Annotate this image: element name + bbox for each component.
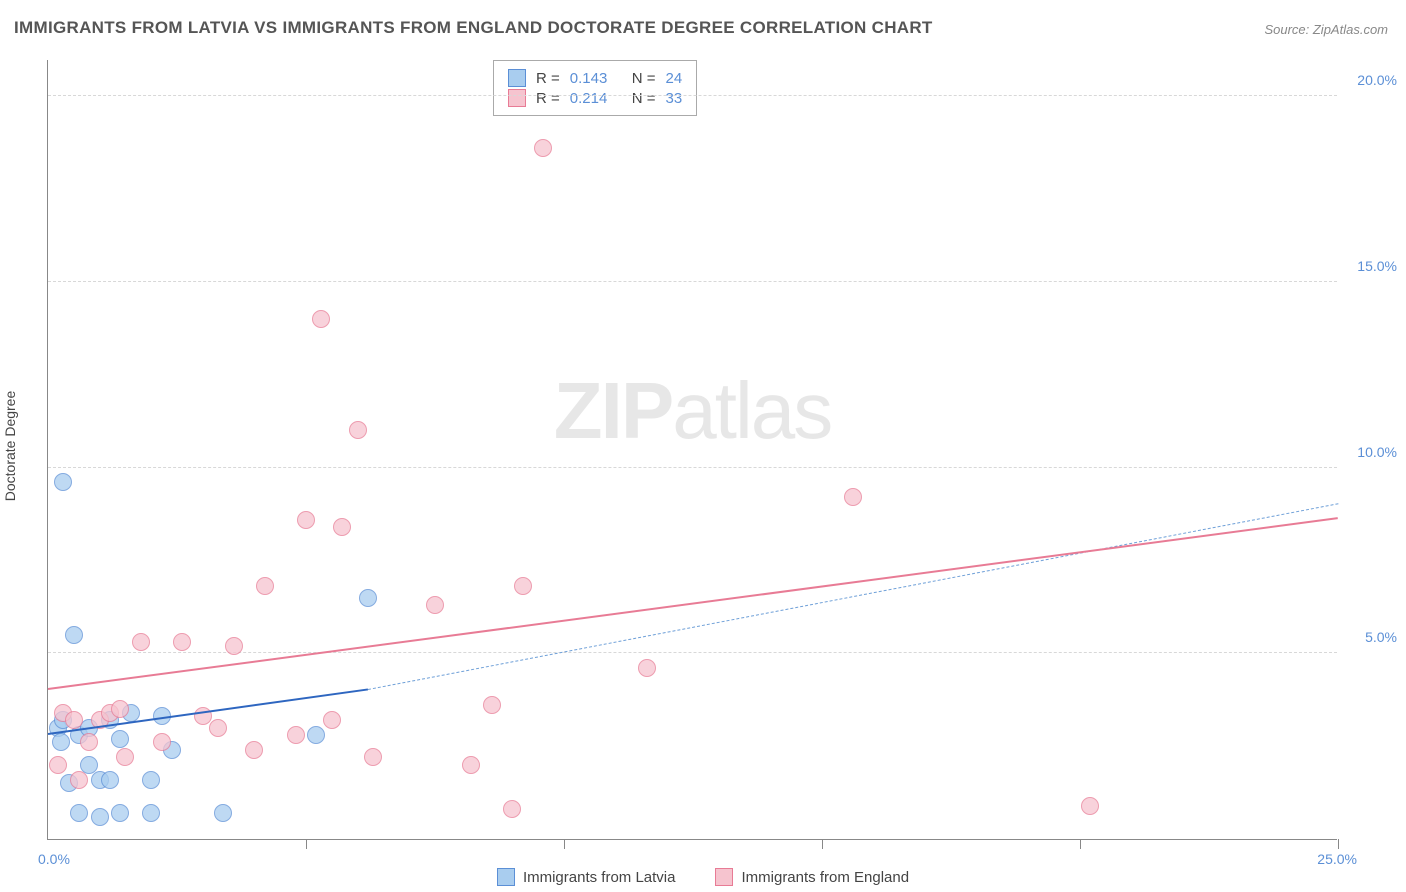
point-latvia xyxy=(142,804,160,822)
y-tick-label: 10.0% xyxy=(1342,444,1397,460)
point-england xyxy=(426,596,444,614)
x-end-label: 25.0% xyxy=(1317,851,1357,867)
r-value-england: 0.214 xyxy=(570,90,616,107)
source-label: Source: ZipAtlas.com xyxy=(1264,22,1388,37)
gridline xyxy=(48,467,1337,468)
point-england xyxy=(638,659,656,677)
point-england xyxy=(209,719,227,737)
point-england xyxy=(312,310,330,328)
x-tick xyxy=(1338,839,1339,849)
point-england xyxy=(1081,797,1099,815)
x-tick xyxy=(564,839,565,849)
point-england xyxy=(534,139,552,157)
series-legend: Immigrants from Latvia Immigrants from E… xyxy=(0,868,1406,886)
legend-label-latvia: Immigrants from Latvia xyxy=(523,869,676,886)
point-england xyxy=(65,711,83,729)
watermark: ZIPatlas xyxy=(554,365,831,457)
point-latvia xyxy=(111,804,129,822)
n-value-latvia: 24 xyxy=(666,70,683,87)
legend-row-latvia: R = 0.143 N = 24 xyxy=(508,69,682,87)
point-latvia xyxy=(307,726,325,744)
plot-area: ZIPatlas R = 0.143 N = 24 R = 0.214 N = … xyxy=(47,60,1337,840)
point-latvia xyxy=(142,771,160,789)
gridline xyxy=(48,95,1337,96)
point-latvia xyxy=(111,730,129,748)
x-start-label: 0.0% xyxy=(38,851,70,867)
r-label: R = xyxy=(536,90,560,107)
r-label: R = xyxy=(536,70,560,87)
point-england xyxy=(503,800,521,818)
watermark-bold: ZIP xyxy=(554,366,672,455)
point-england xyxy=(323,711,341,729)
point-latvia xyxy=(54,473,72,491)
point-england xyxy=(297,511,315,529)
swatch-england xyxy=(508,89,526,107)
point-latvia xyxy=(91,808,109,826)
chart-title: IMMIGRANTS FROM LATVIA VS IMMIGRANTS FRO… xyxy=(14,18,933,38)
point-england xyxy=(349,421,367,439)
n-value-england: 33 xyxy=(666,90,683,107)
swatch-latvia-icon xyxy=(497,868,515,886)
point-england xyxy=(245,741,263,759)
legend-item-latvia: Immigrants from Latvia xyxy=(497,868,676,886)
point-england xyxy=(225,637,243,655)
point-latvia xyxy=(52,733,70,751)
gridline xyxy=(48,281,1337,282)
point-england xyxy=(116,748,134,766)
r-value-latvia: 0.143 xyxy=(570,70,616,87)
x-tick xyxy=(1080,839,1081,849)
y-axis-label: Doctorate Degree xyxy=(2,391,18,502)
y-tick-label: 20.0% xyxy=(1342,72,1397,88)
n-label: N = xyxy=(632,70,656,87)
point-england xyxy=(364,748,382,766)
point-latvia xyxy=(70,804,88,822)
point-england xyxy=(256,577,274,595)
watermark-light: atlas xyxy=(672,366,831,455)
swatch-england-icon xyxy=(715,868,733,886)
y-tick-label: 15.0% xyxy=(1342,258,1397,274)
point-england xyxy=(70,771,88,789)
point-england xyxy=(153,733,171,751)
legend-row-england: R = 0.214 N = 33 xyxy=(508,89,682,107)
trend-line xyxy=(48,518,1338,691)
point-england xyxy=(483,696,501,714)
correlation-legend: R = 0.143 N = 24 R = 0.214 N = 33 xyxy=(493,60,697,116)
point-latvia xyxy=(359,589,377,607)
legend-label-england: Immigrants from England xyxy=(741,869,909,886)
trend-line xyxy=(368,504,1338,691)
point-england xyxy=(173,633,191,651)
point-latvia xyxy=(65,626,83,644)
gridline xyxy=(48,652,1337,653)
point-england xyxy=(844,488,862,506)
x-tick xyxy=(306,839,307,849)
point-latvia xyxy=(214,804,232,822)
point-england xyxy=(462,756,480,774)
point-england xyxy=(49,756,67,774)
point-england xyxy=(111,700,129,718)
point-england xyxy=(132,633,150,651)
y-tick-label: 5.0% xyxy=(1342,629,1397,645)
n-label: N = xyxy=(632,90,656,107)
legend-item-england: Immigrants from England xyxy=(715,868,909,886)
point-england xyxy=(333,518,351,536)
swatch-latvia xyxy=(508,69,526,87)
x-tick xyxy=(822,839,823,849)
point-latvia xyxy=(101,771,119,789)
point-england xyxy=(287,726,305,744)
point-england xyxy=(514,577,532,595)
point-england xyxy=(80,733,98,751)
